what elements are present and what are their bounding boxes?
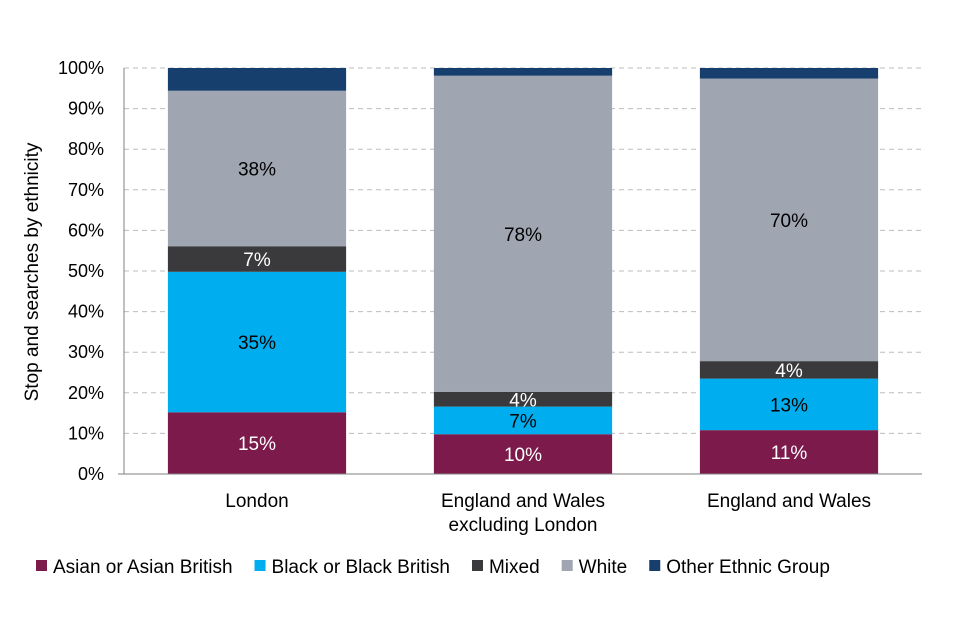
data-label: 70%	[770, 211, 808, 232]
legend-item: Other Ethnic Group	[649, 557, 830, 578]
legend-label: Other Ethnic Group	[666, 557, 830, 578]
legend-swatch	[36, 560, 47, 571]
x-category-label: London	[225, 491, 288, 512]
y-tick-label: 0%	[78, 464, 104, 484]
data-label: 7%	[509, 411, 537, 432]
y-tick-label: 60%	[68, 220, 104, 240]
legend-item: Black or Black British	[254, 557, 450, 578]
x-category-label: excluding London	[449, 515, 598, 536]
data-label: 4%	[509, 390, 537, 411]
y-tick-label: 20%	[68, 383, 104, 403]
legend-label: Asian or Asian British	[53, 557, 233, 578]
data-label: 15%	[238, 434, 276, 455]
bar-segment	[433, 68, 613, 76]
x-category-label: England and Wales	[707, 491, 871, 512]
legend-item: Asian or Asian British	[36, 557, 233, 578]
legend-label: Black or Black British	[272, 557, 450, 578]
bar-segment	[167, 68, 347, 91]
y-tick-label: 90%	[68, 99, 104, 119]
y-tick-label: 80%	[68, 139, 104, 159]
legend-swatch	[254, 560, 266, 571]
bar-segment	[699, 78, 879, 362]
data-label: 35%	[238, 333, 276, 354]
legend-item: Mixed	[471, 557, 540, 578]
legend-label: White	[579, 557, 628, 578]
bar-segment	[433, 434, 613, 474]
legend-label: Mixed	[489, 557, 540, 578]
bar-segment	[167, 271, 347, 413]
data-label: 13%	[770, 395, 808, 416]
bar-segment	[433, 75, 613, 392]
y-axis: 0% 10% 20% 30% 40% 50% 60% 70% 80% 90% 100%	[58, 58, 922, 484]
legend-swatch	[649, 560, 661, 571]
bar-segment	[167, 90, 347, 247]
bar-segment	[699, 68, 879, 79]
bar-segment	[699, 361, 879, 379]
legend-swatch	[561, 560, 573, 571]
y-tick-label: 40%	[68, 302, 104, 322]
data-label: 7%	[243, 250, 271, 271]
bar-segment	[699, 430, 879, 474]
legend-item: White	[561, 557, 628, 578]
data-label: 11%	[771, 443, 808, 464]
x-axis: London England and Wales excluding London E…	[225, 491, 871, 536]
legend: Asian or Asian British Black or Black Bri…	[36, 557, 830, 578]
bar-segments	[167, 68, 879, 474]
bar-segment	[433, 391, 613, 407]
bar-segment	[699, 378, 879, 431]
data-label: 10%	[504, 445, 542, 466]
y-tick-label: 100%	[58, 58, 104, 78]
legend-swatch	[471, 560, 483, 571]
data-label: 38%	[238, 159, 276, 180]
data-label: 78%	[504, 225, 542, 246]
y-tick-label: 70%	[68, 180, 104, 200]
x-category-label: England and Wales	[441, 491, 605, 512]
bar-segment	[167, 246, 347, 272]
y-tick-label: 30%	[68, 342, 104, 362]
y-tick-label: 10%	[68, 423, 104, 443]
bar-segment	[433, 406, 613, 435]
y-axis-title: Stop and searches by ethnicity	[22, 142, 43, 401]
y-tick-label: 50%	[68, 261, 104, 281]
bar-segment	[167, 412, 347, 474]
data-labels: 15%35%7%38%10%7%4%78%11%13%4%70%	[238, 159, 808, 466]
data-label: 4%	[775, 361, 803, 382]
